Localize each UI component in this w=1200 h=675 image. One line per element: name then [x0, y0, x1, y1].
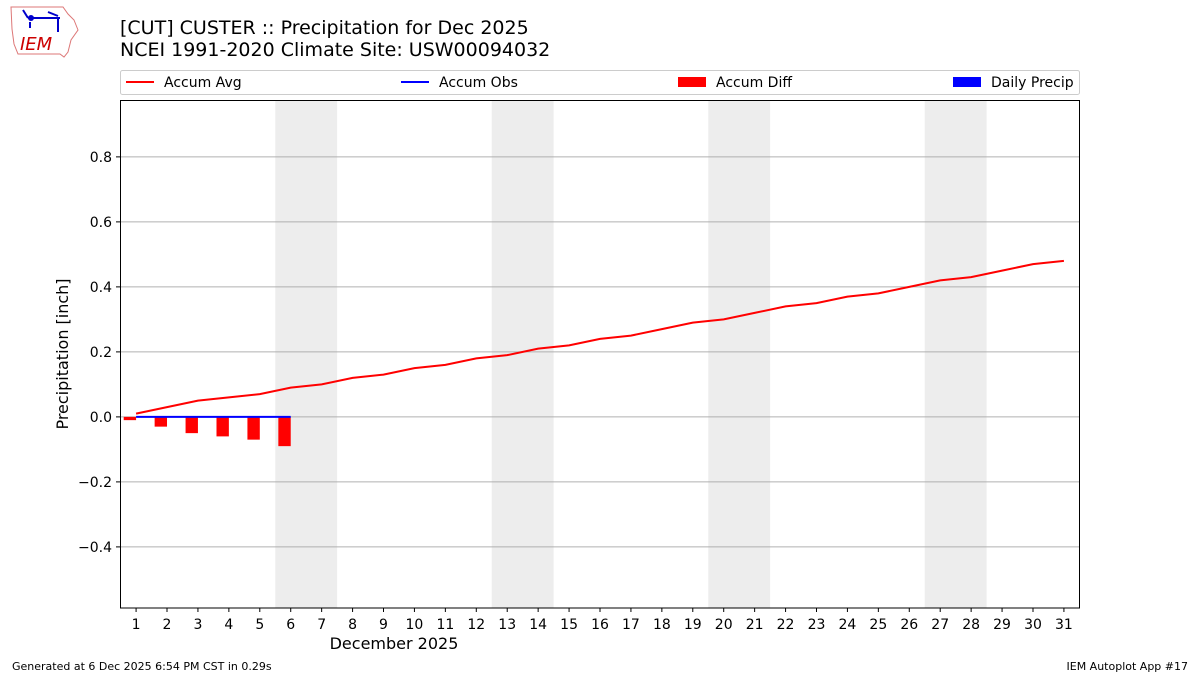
x-tick-label: 18 — [653, 617, 671, 633]
x-tick-label: 26 — [900, 617, 918, 633]
x-tick-label: 6 — [286, 617, 295, 633]
x-tick-label: 25 — [869, 617, 887, 633]
bar-accum-diff — [123, 416, 137, 421]
logo-text: IEM — [20, 34, 53, 55]
y-axis-label: Precipitation [inch] — [53, 278, 72, 429]
weekend-band — [275, 100, 338, 608]
x-tick-label: 28 — [962, 617, 980, 633]
x-tick-label: 19 — [684, 617, 702, 633]
legend-label: Daily Precip — [991, 75, 1074, 91]
x-tick-label: 2 — [163, 617, 172, 633]
x-tick-label: 14 — [529, 617, 547, 633]
x-tick-label: 29 — [993, 617, 1011, 633]
x-tick-label: 21 — [746, 617, 764, 633]
legend-label: Accum Obs — [439, 75, 518, 91]
x-tick-label: 24 — [839, 617, 857, 633]
y-tick-label: 0.2 — [90, 345, 112, 361]
y-tick-label: 0.4 — [90, 280, 112, 296]
x-tick-label: 23 — [808, 617, 826, 633]
x-tick-label: 15 — [560, 617, 578, 633]
x-tick-label: 3 — [193, 617, 202, 633]
x-tick-label: 1 — [132, 617, 141, 633]
footer-generated: Generated at 6 Dec 2025 6:54 PM CST in 0… — [12, 660, 272, 673]
x-tick-label: 17 — [622, 617, 640, 633]
x-tick-label: 16 — [591, 617, 609, 633]
weekend-band — [491, 100, 554, 608]
x-tick-label: 12 — [467, 617, 485, 633]
x-tick-label: 5 — [255, 617, 264, 633]
legend: Accum Avg Accum Obs Accum Diff Daily Precip — [120, 70, 1080, 95]
legend-label: Accum Diff — [716, 75, 792, 91]
weekend-band — [924, 100, 987, 608]
x-tick-label: 22 — [777, 617, 795, 633]
y-tick-label: 0.6 — [90, 215, 112, 231]
bar-accum-diff — [154, 416, 168, 427]
line-accum-avg — [135, 259, 1065, 415]
x-axis-label: December 2025 — [330, 634, 459, 653]
legend-swatch — [953, 77, 981, 87]
bar-accum-diff — [278, 416, 291, 447]
x-tick-label: 20 — [715, 617, 733, 633]
legend-label: Accum Avg — [164, 75, 242, 91]
x-tick-label: 31 — [1055, 617, 1073, 633]
y-tick-label: 0.0 — [90, 410, 112, 426]
x-tick-label: 4 — [224, 617, 233, 633]
x-tick-label: 7 — [317, 617, 326, 633]
x-tick-label: 13 — [498, 617, 516, 633]
legend-swatch — [678, 77, 706, 87]
footer-app: IEM Autoplot App #17 — [1066, 660, 1189, 673]
weekend-band — [708, 100, 771, 608]
iem-logo: IEM — [8, 4, 80, 62]
bar-accum-diff — [247, 416, 260, 440]
chart-title: [CUT] CUSTER :: Precipitation for Dec 20… — [120, 17, 529, 39]
x-tick-label: 11 — [436, 617, 454, 633]
x-tick-label: 8 — [348, 617, 357, 633]
x-tick-label: 27 — [931, 617, 949, 633]
bar-accum-diff — [216, 416, 229, 437]
x-tick-label: 10 — [406, 617, 424, 633]
chart-subtitle: NCEI 1991-2020 Climate Site: USW00094032 — [120, 39, 551, 61]
y-tick-label: 0.8 — [90, 150, 112, 166]
y-tick-label: −0.4 — [78, 540, 112, 556]
y-tick-label: −0.2 — [78, 475, 112, 491]
bar-accum-diff — [185, 416, 198, 434]
x-tick-label: 30 — [1024, 617, 1042, 633]
x-tick-label: 9 — [379, 617, 388, 633]
